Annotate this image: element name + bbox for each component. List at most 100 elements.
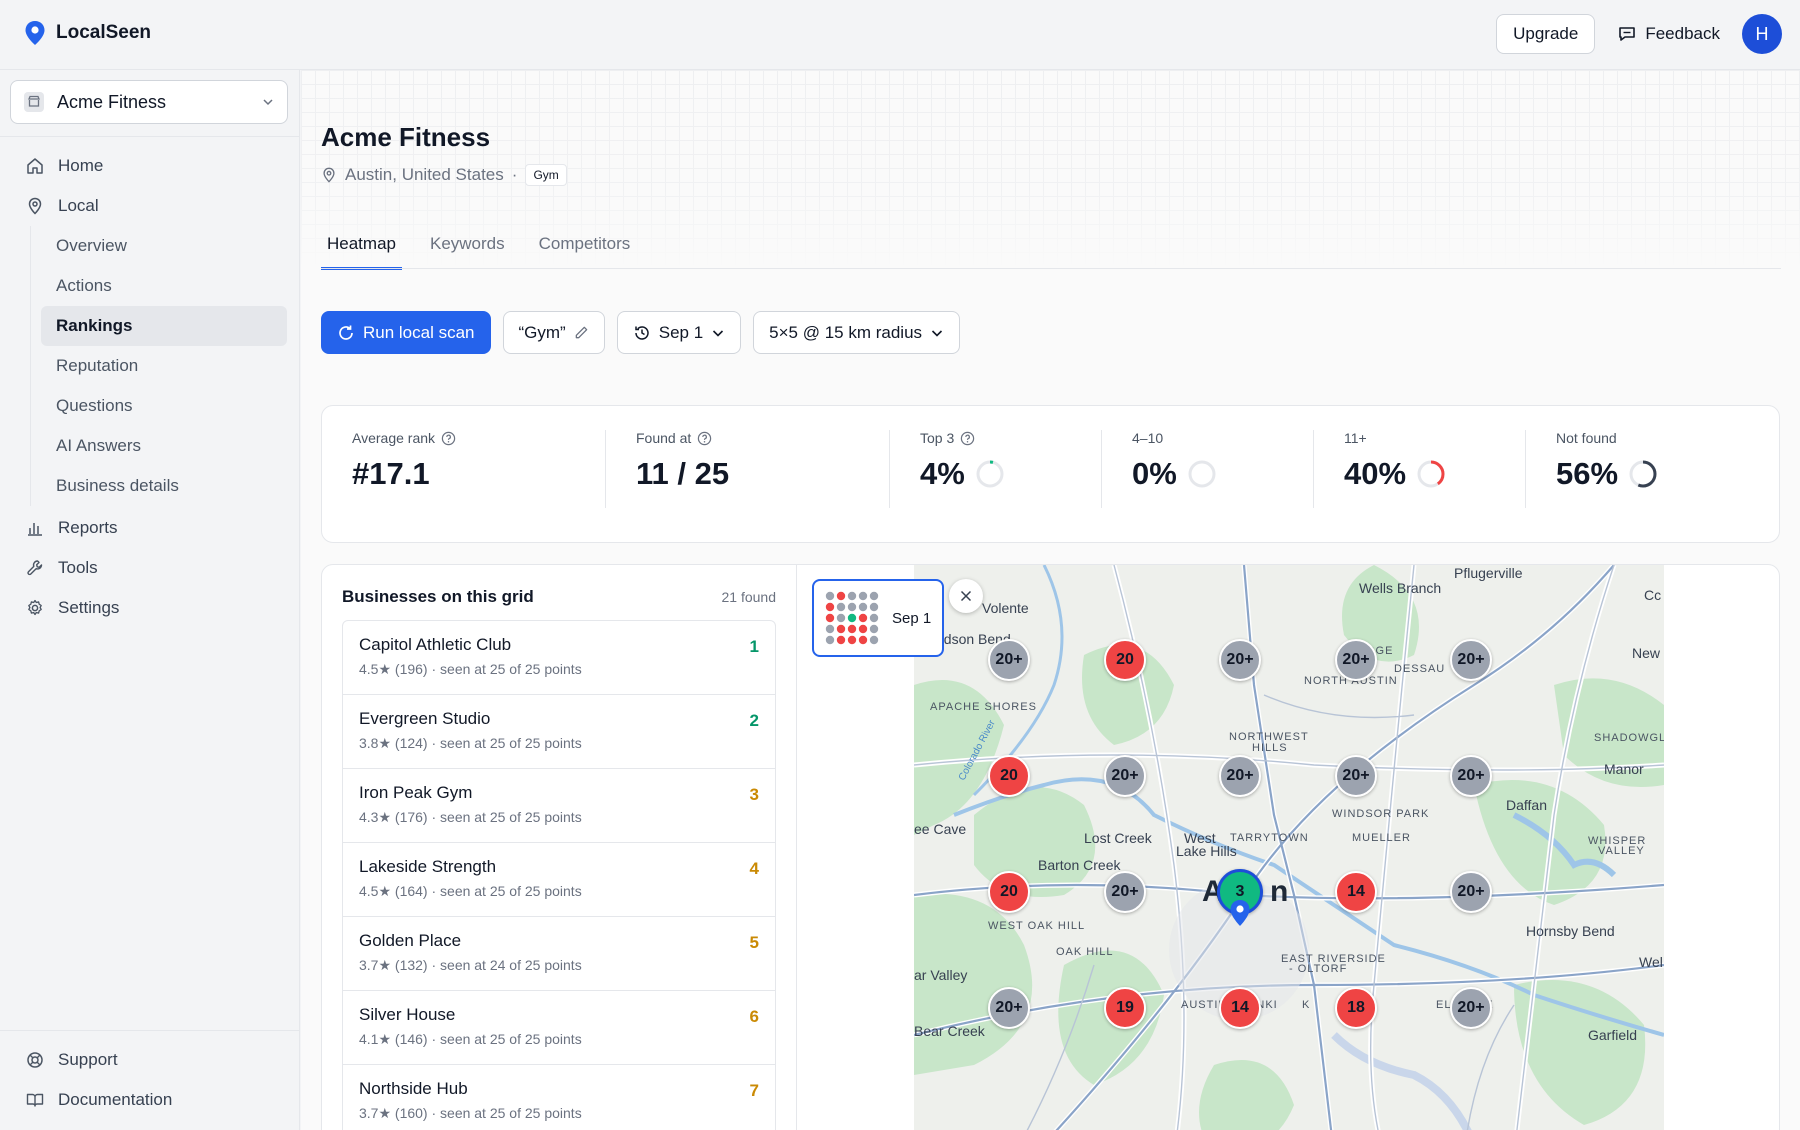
- map-pin-icon: [323, 167, 335, 183]
- rank-marker[interactable]: 20+: [1219, 639, 1261, 681]
- grid-panel: Businesses on this grid 21 found Capitol…: [321, 564, 1780, 1130]
- grid-size-select[interactable]: 5×5 @ 15 km radius: [753, 311, 961, 354]
- rank-marker[interactable]: 20+: [988, 987, 1030, 1029]
- business-selector[interactable]: Acme Fitness: [10, 80, 288, 124]
- business-row[interactable]: Silver House 4.1★ (146) · seen at 25 of 2…: [343, 991, 775, 1065]
- map-place-label: Cc: [1644, 587, 1662, 603]
- scan-history-card[interactable]: Sep 1: [812, 579, 944, 657]
- stat-not-found: Not found 56%: [1526, 430, 1766, 508]
- rank-marker[interactable]: 20+: [1104, 871, 1146, 913]
- sidebar-bottom-nav: Support Documentation: [0, 1040, 300, 1120]
- sidebar-subitem-business-details[interactable]: Business details: [56, 476, 179, 495]
- mini-grid-dot: [858, 635, 868, 645]
- rank-marker[interactable]: 20: [988, 755, 1030, 797]
- business-name: Silver House: [359, 1005, 456, 1024]
- chevron-down-icon: [713, 329, 724, 337]
- heatmap-map[interactable]: Pflugerville Wells Branch Volente udson Ben…: [914, 565, 1664, 1130]
- mini-grid-dot: [836, 635, 846, 645]
- chevron-down-icon: [931, 329, 943, 337]
- stat-11-plus: 11+ 40%: [1314, 430, 1526, 508]
- help-icon[interactable]: [441, 431, 456, 446]
- sidebar-item-tools[interactable]: Tools: [0, 548, 300, 588]
- rank-marker[interactable]: 14: [1219, 987, 1261, 1029]
- rank-marker[interactable]: 20+: [1219, 755, 1261, 797]
- business-row[interactable]: Capitol Athletic Club 4.5★ (196) · seen a…: [343, 621, 775, 695]
- date-select[interactable]: Sep 1: [616, 311, 742, 354]
- rank-marker[interactable]: 20+: [1450, 987, 1492, 1029]
- sidebar-subitem-overview[interactable]: Overview: [56, 236, 127, 255]
- progress-ring-track: [976, 460, 1004, 488]
- business-row[interactable]: Lakeside Strength 4.5★ (164) · seen at 25…: [343, 843, 775, 917]
- map-place-label: Lost Creek: [1084, 830, 1152, 846]
- business-row[interactable]: Northside Hub 3.7★ (160) · seen at 25 of …: [343, 1065, 775, 1130]
- user-avatar[interactable]: H: [1742, 14, 1782, 54]
- business-row[interactable]: Evergreen Studio 3.8★ (124) · seen at 25 …: [343, 695, 775, 769]
- business-name: Acme Fitness: [57, 91, 167, 112]
- map-pin-logo-icon: [25, 21, 45, 45]
- sidebar-item-local[interactable]: Local: [0, 186, 300, 226]
- progress-ring-fill: [976, 460, 1004, 488]
- rank-marker[interactable]: 20+: [1104, 755, 1146, 797]
- sidebar-divider: [0, 136, 300, 137]
- rank-marker[interactable]: 20: [1104, 639, 1146, 681]
- help-icon[interactable]: [960, 431, 975, 446]
- sidebar-item-reports[interactable]: Reports: [0, 508, 300, 548]
- business-row[interactable]: Golden Place 3.7★ (132) · seen at 24 of 2…: [343, 917, 775, 991]
- rank-marker[interactable]: 20+: [1450, 639, 1492, 681]
- rank-marker[interactable]: 20+: [1450, 871, 1492, 913]
- business-name: Capitol Athletic Club: [359, 635, 512, 654]
- business-rank: 2: [749, 711, 759, 730]
- sidebar-subitem-rankings[interactable]: Rankings: [41, 306, 287, 346]
- sidebar: Acme Fitness Home Local Overview Actions…: [0, 70, 300, 1130]
- sidebar-subitem-questions[interactable]: Questions: [56, 396, 133, 415]
- map-place-label: n: [1270, 875, 1289, 908]
- sidebar-item-settings[interactable]: Settings: [0, 588, 300, 628]
- tab-keywords[interactable]: Keywords: [429, 234, 505, 253]
- business-rank: 6: [749, 1007, 759, 1026]
- app-logo[interactable]: LocalSeen: [24, 20, 151, 46]
- run-scan-button[interactable]: Run local scan: [321, 311, 491, 354]
- rank-marker[interactable]: 20+: [988, 639, 1030, 681]
- feedback-button[interactable]: Feedback: [1617, 24, 1720, 44]
- stat-value: 40%: [1344, 456, 1407, 491]
- sidebar-subitem-reputation[interactable]: Reputation: [56, 356, 139, 375]
- stat-value: 11 / 25: [636, 456, 730, 491]
- rank-marker[interactable]: 20: [988, 871, 1030, 913]
- sidebar-item-support[interactable]: Support: [0, 1040, 300, 1080]
- map-place-label: K: [1302, 999, 1311, 1011]
- rank-marker[interactable]: 14: [1335, 871, 1377, 913]
- app-name: LocalSeen: [56, 22, 152, 43]
- close-scan-button[interactable]: [949, 579, 983, 613]
- upgrade-button[interactable]: Upgrade: [1496, 14, 1596, 54]
- mini-grid-dot: [847, 591, 857, 601]
- sidebar-subitem-actions[interactable]: Actions: [56, 276, 112, 295]
- stat-label: Top 3: [920, 430, 955, 446]
- sidebar-item-label: Local: [58, 196, 99, 215]
- map-place-label: APACHE SHORES: [930, 701, 1037, 713]
- sidebar-divider: [0, 1030, 300, 1031]
- rank-marker[interactable]: 18: [1335, 987, 1377, 1029]
- rank-marker[interactable]: 20+: [1450, 755, 1492, 797]
- lifebuoy-icon: [27, 1052, 43, 1068]
- business-meta: 3.7★ (160) · seen at 25 of 25 points: [359, 1105, 582, 1121]
- tab-competitors[interactable]: Competitors: [538, 234, 631, 253]
- map-place-label: Wel: [1639, 954, 1663, 970]
- home-icon: [27, 158, 43, 174]
- sidebar-subitem-ai-answers[interactable]: AI Answers: [56, 436, 142, 455]
- rank-marker[interactable]: 19: [1104, 987, 1146, 1029]
- help-icon[interactable]: [697, 431, 712, 446]
- business-meta: 4.3★ (176) · seen at 25 of 25 points: [359, 809, 582, 825]
- rank-marker[interactable]: 20+: [1335, 639, 1377, 681]
- map-place-label: HILLS: [1252, 742, 1288, 754]
- stat-label: Not found: [1556, 430, 1617, 446]
- business-row[interactable]: Iron Peak Gym 4.3★ (176) · seen at 25 of …: [343, 769, 775, 843]
- progress-ring-fill: [1417, 460, 1445, 488]
- feedback-label: Feedback: [1645, 24, 1720, 43]
- sidebar-item-documentation[interactable]: Documentation: [0, 1080, 300, 1120]
- keyword-button[interactable]: “Gym”: [502, 311, 605, 354]
- sidebar-item-home[interactable]: Home: [0, 146, 300, 186]
- rank-marker[interactable]: 20+: [1335, 755, 1377, 797]
- stat-label: Average rank: [352, 430, 436, 446]
- business-meta: 3.8★ (124) · seen at 25 of 25 points: [359, 735, 582, 751]
- tab-heatmap[interactable]: Heatmap: [321, 230, 402, 270]
